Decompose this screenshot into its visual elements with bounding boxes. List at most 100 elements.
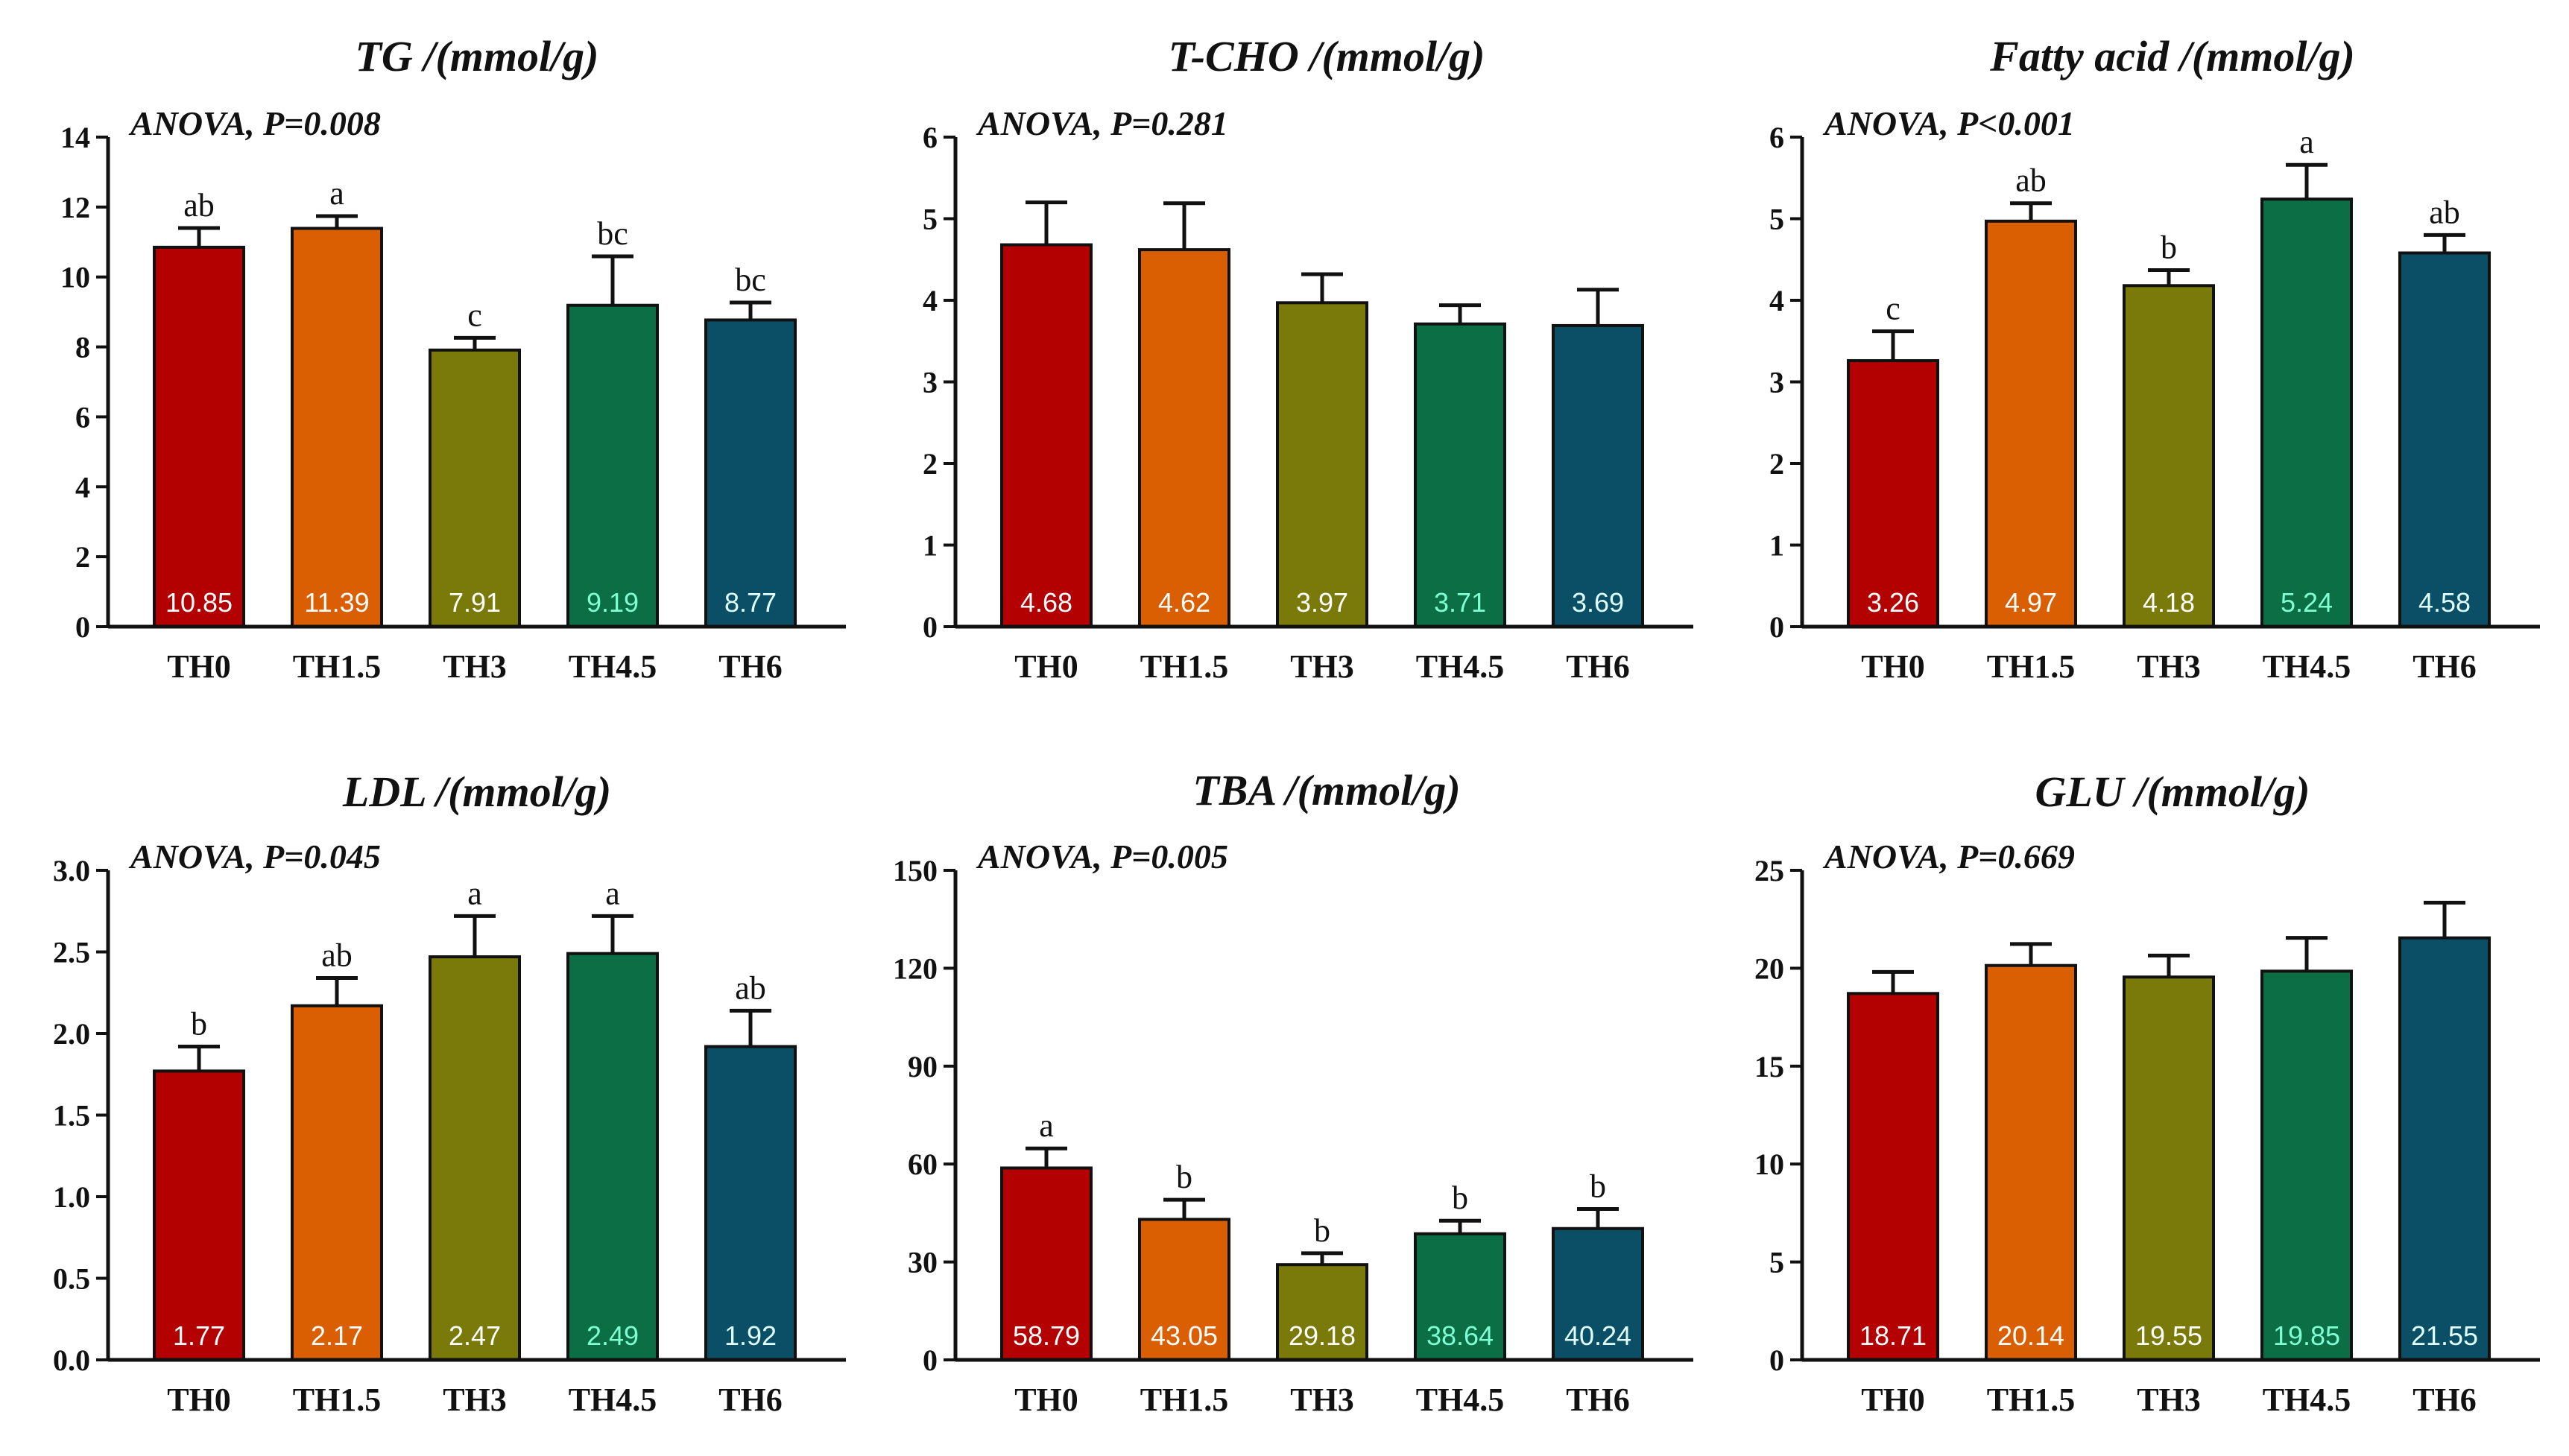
bar-value-label: 3.69	[1572, 587, 1624, 618]
x-category-label: TH1.5	[1140, 1381, 1229, 1418]
x-category-label: TH6	[2412, 648, 2477, 685]
y-tick-label: 8	[75, 331, 90, 364]
x-category-label: TH6	[1566, 1381, 1630, 1418]
y-tick-label: 0	[75, 610, 90, 644]
y-tick-label: 25	[1754, 854, 1784, 887]
y-tick-label: 1.0	[53, 1180, 90, 1214]
y-tick-label: 0.0	[53, 1343, 90, 1377]
bar-TH3	[429, 955, 521, 1361]
y-tick-label: 6	[1769, 121, 1784, 154]
anova-annotation: ANOVA, P=0.045	[128, 838, 381, 876]
bar-TH3	[1276, 1263, 1368, 1362]
significance-letter: ab	[321, 937, 353, 974]
chart-panel-5: TBA /(mmol/g) ANOVA, P=0.005 0 30 60 90 120 150…	[893, 766, 1693, 1418]
x-category-label: TH0	[1861, 648, 1925, 685]
y-tick-label: 5	[1769, 203, 1784, 236]
y-tick-label: 12	[60, 191, 90, 224]
y-tick-label: 20	[1754, 952, 1784, 985]
significance-letter: a	[2299, 124, 2314, 160]
bar-value-label: 2.49	[587, 1320, 639, 1351]
y-tick-label: 0.5	[53, 1262, 90, 1296]
bar-value-label: 10.85	[165, 587, 233, 618]
bar-value-label: 19.85	[2273, 1320, 2340, 1351]
x-category-label: TH6	[718, 648, 783, 685]
y-tick-label: 5	[1769, 1246, 1784, 1279]
bar-TH3	[1276, 301, 1368, 628]
bar-TH4.5	[1414, 1232, 1506, 1362]
anova-annotation: ANOVA, P=0.281	[976, 104, 1228, 142]
bar-TH0	[1847, 359, 1939, 628]
significance-letter: ab	[183, 187, 215, 224]
y-tick-label: 2.5	[53, 936, 90, 969]
bar-value-label: 2.17	[311, 1320, 363, 1351]
chart-title: Fatty acid /(mmol/g)	[1989, 32, 2355, 80]
y-tick-label: 6	[75, 400, 90, 434]
x-category-label: TH0	[1014, 1381, 1078, 1418]
bar-value-label: 3.71	[1434, 587, 1486, 618]
bar-value-label: 1.77	[173, 1320, 225, 1351]
significance-letter: bc	[597, 215, 628, 252]
bar-value-label: 58.79	[1013, 1320, 1080, 1351]
bar-value-label: 29.18	[1289, 1320, 1356, 1351]
bar-TH1.5	[1985, 219, 2077, 629]
significance-letter: b	[1590, 1168, 1606, 1204]
x-category-label: TH3	[2137, 1381, 2201, 1418]
bar-value-label: 4.18	[2143, 587, 2195, 618]
significance-letter: b	[1314, 1212, 1330, 1249]
x-category-label: TH0	[1861, 1381, 1925, 1418]
y-tick-label: 90	[908, 1050, 938, 1083]
bar-value-label: 4.62	[1158, 587, 1210, 618]
bar-TH6	[704, 1045, 797, 1362]
x-category-label: TH0	[167, 648, 231, 685]
bar-TH3	[2123, 284, 2215, 628]
bar-TH6	[2398, 936, 2491, 1361]
bar-TH4.5	[566, 303, 659, 628]
chart-panel-1: TG /(mmol/g) ANOVA, P=0.008 0 2 4 6 8 10 12 14 ab 1…	[60, 32, 846, 685]
bar-value-label: 43.05	[1151, 1320, 1218, 1351]
bar-value-label: 38.64	[1426, 1320, 1494, 1351]
significance-letter: ab	[2429, 194, 2460, 230]
bar-TH1.5	[291, 227, 383, 628]
x-category-label: TH6	[1566, 648, 1630, 685]
x-category-label: TH0	[1014, 648, 1078, 685]
bar-TH6	[2398, 251, 2491, 628]
chart-panel-2: T-CHO /(mmol/g) ANOVA, P=0.281 0 1 2 3 4 5 6 4.68…	[923, 32, 1693, 685]
y-tick-label: 2	[75, 540, 90, 574]
chart-title: T-CHO /(mmol/g)	[1169, 32, 1485, 80]
bar-value-label: 4.97	[2005, 587, 2057, 618]
significance-letter: a	[1039, 1107, 1054, 1144]
bar-TH1.5	[1985, 963, 2077, 1361]
significance-letter: a	[605, 875, 620, 911]
bar-TH4.5	[1414, 322, 1506, 628]
chart-panel-3: Fatty acid /(mmol/g) ANOVA, P<0.001 0 1 2 3 4 5…	[1769, 32, 2540, 685]
bar-value-label: 4.68	[1020, 587, 1072, 618]
bar-TH4.5	[566, 952, 659, 1361]
x-category-label: TH0	[167, 1381, 231, 1418]
y-tick-label: 2.0	[53, 1017, 90, 1051]
significance-letter: b	[2161, 229, 2177, 265]
x-category-label: TH3	[443, 648, 507, 685]
x-category-label: TH1.5	[1140, 648, 1229, 685]
significance-letter: a	[467, 875, 482, 911]
chart-title: TG /(mmol/g)	[355, 32, 598, 80]
bar-TH6	[1552, 1226, 1644, 1361]
significance-letter: bc	[735, 262, 766, 298]
x-category-label: TH1.5	[293, 648, 382, 685]
bar-TH6	[1552, 323, 1644, 628]
significance-letter: a	[329, 175, 344, 212]
y-tick-label: 14	[60, 121, 90, 154]
y-tick-label: 0	[1769, 610, 1784, 644]
y-tick-label: 4	[923, 284, 938, 317]
x-category-label: TH1.5	[293, 1381, 382, 1418]
y-tick-label: 0	[923, 610, 938, 644]
x-category-label: TH3	[2137, 648, 2201, 685]
anova-annotation: ANOVA, P=0.669	[1822, 838, 2075, 876]
bar-TH1.5	[1138, 248, 1230, 628]
anova-annotation: ANOVA, P=0.008	[128, 104, 381, 142]
bar-TH0	[153, 1069, 245, 1361]
bar-value-label: 4.58	[2418, 587, 2471, 618]
bar-TH1.5	[291, 1004, 383, 1362]
y-tick-label: 4	[1769, 284, 1784, 317]
y-tick-label: 10	[60, 261, 90, 294]
